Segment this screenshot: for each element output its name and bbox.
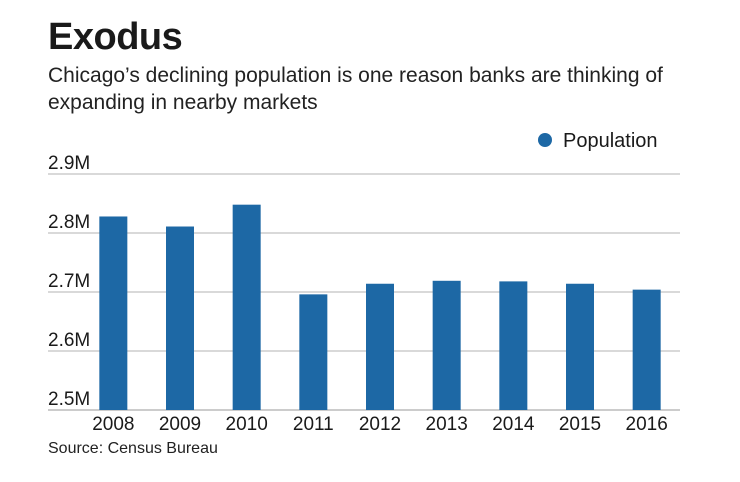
y-tick-label: 2.6M: [48, 330, 90, 351]
legend-marker-population: [538, 133, 552, 147]
x-tick-label: 2012: [359, 414, 401, 435]
legend: Population: [538, 130, 658, 152]
x-tick-label: 2008: [92, 414, 134, 435]
bar-2008: [99, 216, 128, 410]
bar-2011: [299, 294, 328, 410]
bar-2009: [166, 226, 194, 410]
x-tick-label: 2013: [426, 414, 468, 435]
chart-title: Exodus: [48, 16, 183, 58]
bar-2016: [632, 289, 661, 410]
chart-subtitle: Chicago’s declining population is one re…: [48, 64, 663, 114]
bar-2013: [432, 280, 461, 410]
x-tick-label: 2009: [159, 414, 201, 435]
x-tick-label: 2011: [293, 414, 334, 435]
source-note: Source: Census Bureau: [48, 440, 218, 457]
x-tick-label: 2015: [559, 414, 601, 435]
x-tick-label: 2010: [226, 414, 268, 435]
y-tick-label: 2.5M: [48, 389, 90, 410]
legend-label-population: Population: [563, 130, 658, 152]
x-tick-label: 2016: [626, 414, 668, 435]
x-tick-label: 2014: [492, 414, 535, 435]
y-tick-label: 2.9M: [48, 153, 90, 174]
bars: [99, 204, 661, 410]
bar-2015: [566, 283, 594, 410]
y-axis-ticks: 2.9M 2.8M 2.7M 2.6M 2.5M: [48, 153, 90, 410]
bar-2012: [366, 283, 394, 410]
y-tick-label: 2.8M: [48, 212, 90, 233]
y-tick-label: 2.7M: [48, 271, 90, 292]
bar-2014: [499, 281, 528, 410]
bar-2010: [232, 204, 261, 410]
x-axis-ticks: 2008 2009 2010 2011 2012 2013 2014 2015 2016: [92, 414, 668, 435]
